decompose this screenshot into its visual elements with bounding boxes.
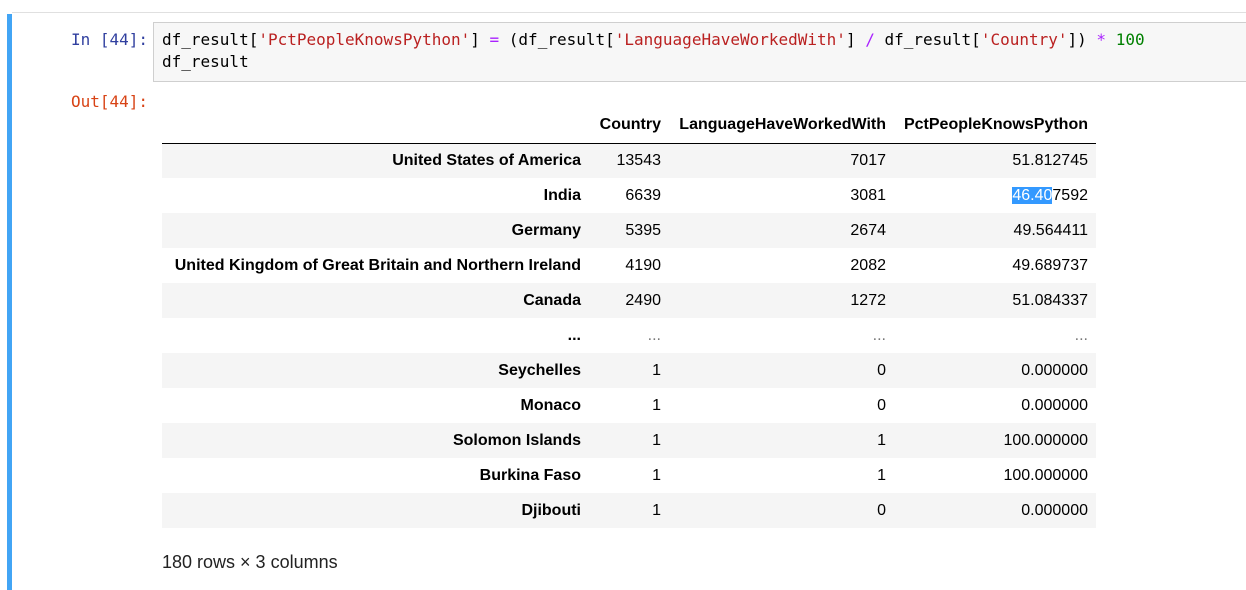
cell-language: 0 (877, 501, 886, 519)
row-index: United States of America (392, 151, 581, 169)
table-row: Monaco 1 0 0.000000 (162, 388, 1096, 423)
cell-country: 1 (652, 361, 661, 379)
cell-language: ... (872, 326, 886, 344)
column-header: Country (589, 107, 669, 144)
code-string: 'Country' (980, 30, 1068, 49)
cell-country: 1 (652, 431, 661, 449)
cell-pct: 49.689737 (1012, 256, 1088, 274)
cell-language: 2082 (850, 256, 886, 274)
row-index: Canada (523, 291, 581, 309)
index-header (162, 107, 589, 144)
cell-selection-bar (7, 14, 12, 590)
code-token: df_result[ (162, 30, 259, 49)
cell-country: 6639 (625, 186, 661, 204)
cell-country: 5395 (625, 221, 661, 239)
row-index: Germany (511, 221, 581, 239)
table-row: Solomon Islands 1 1 100.000000 (162, 423, 1096, 458)
cell-pct: 49.564411 (1013, 221, 1088, 239)
row-index: Djibouti (521, 501, 581, 519)
cell-country: 1 (652, 466, 661, 484)
cell-country: 4190 (625, 256, 661, 274)
row-index: Burkina Faso (479, 466, 581, 484)
cell-language: 3081 (850, 186, 886, 204)
cell-pct: 0.000000 (1021, 501, 1088, 519)
table-row: Burkina Faso 1 1 100.000000 (162, 458, 1096, 493)
table-row: United Kingdom of Great Britain and Nort… (162, 248, 1096, 283)
cell-country: 2490 (625, 291, 661, 309)
row-index: Solomon Islands (452, 431, 581, 449)
row-index: India (543, 186, 581, 204)
code-editor[interactable]: df_result['PctPeopleKnowsPython'] = (df_… (153, 22, 1246, 82)
cell-language: 1 (877, 466, 886, 484)
table-row: Germany 5395 2674 49.564411 (162, 213, 1096, 248)
cell-language: 2674 (850, 221, 886, 239)
cell-language: 0 (877, 361, 886, 379)
dataframe-table: Country LanguageHaveWorkedWith PctPeople… (162, 107, 1096, 528)
table-row: Canada 2490 1272 51.084337 (162, 283, 1096, 318)
row-index: Seychelles (498, 361, 581, 379)
code-token: ]) (1067, 30, 1097, 49)
code-string: 'LanguageHaveWorkedWith' (614, 30, 846, 49)
row-index: ... (567, 326, 581, 344)
table-row: India 6639 3081 46.407592 (162, 178, 1096, 213)
table-row: Djibouti 1 0 0.000000 (162, 493, 1096, 528)
code-token: df_result[ (874, 30, 981, 49)
code-token: df_result (162, 52, 249, 71)
output-prompt: Out[44]: (70, 92, 148, 111)
cell-pct: 100.000000 (1003, 431, 1088, 449)
cell-pct[interactable]: 46.407592 (894, 178, 1096, 213)
code-operator: / (865, 30, 875, 49)
cell-country: 13543 (616, 151, 662, 169)
column-header: LanguageHaveWorkedWith (669, 107, 894, 144)
code-token: ] (845, 30, 866, 49)
code-operator: * (1096, 30, 1107, 49)
code-text[interactable]: df_result['PctPeopleKnowsPython'] = (df_… (162, 29, 1145, 73)
cell-pct: 51.812745 (1012, 151, 1088, 169)
table-row-ellipsis: ... ... ... ... (162, 318, 1096, 353)
cell-pct-rest: 7592 (1052, 186, 1088, 204)
table-row: United States of America 13543 7017 51.8… (162, 143, 1096, 178)
cell-country: 1 (652, 501, 661, 519)
cell-pct: ... (1074, 326, 1088, 344)
code-operator: = (489, 30, 500, 49)
table-row: Seychelles 1 0 0.000000 (162, 353, 1096, 388)
cell-pct: 0.000000 (1021, 361, 1088, 379)
row-index: United Kingdom of Great Britain and Nort… (174, 256, 581, 274)
dataframe-shape: 180 rows × 3 columns (162, 552, 338, 572)
cell-country: ... (647, 326, 661, 344)
cell-language: 7017 (850, 151, 886, 169)
row-index: Monaco (520, 396, 581, 414)
cell-country: 1 (652, 396, 661, 414)
cell-language: 0 (877, 396, 886, 414)
cell-pct: 51.084337 (1012, 291, 1088, 309)
selected-text[interactable]: 46.40 (1012, 186, 1053, 204)
cell-pct: 100.000000 (1003, 466, 1088, 484)
code-number: 100 (1115, 30, 1145, 49)
cell-language: 1 (877, 431, 886, 449)
table-header-row: Country LanguageHaveWorkedWith PctPeople… (162, 107, 1096, 144)
code-token: (df_result[ (499, 30, 615, 49)
code-string: 'PctPeopleKnowsPython' (258, 30, 471, 49)
code-token: ] (470, 30, 490, 49)
cell-pct: 0.000000 (1021, 396, 1088, 414)
cell-language: 1272 (850, 291, 886, 309)
cell-divider (12, 12, 1246, 13)
input-prompt: In [44]: (70, 30, 148, 49)
column-header: PctPeopleKnowsPython (894, 107, 1096, 144)
code-token (1106, 30, 1116, 49)
